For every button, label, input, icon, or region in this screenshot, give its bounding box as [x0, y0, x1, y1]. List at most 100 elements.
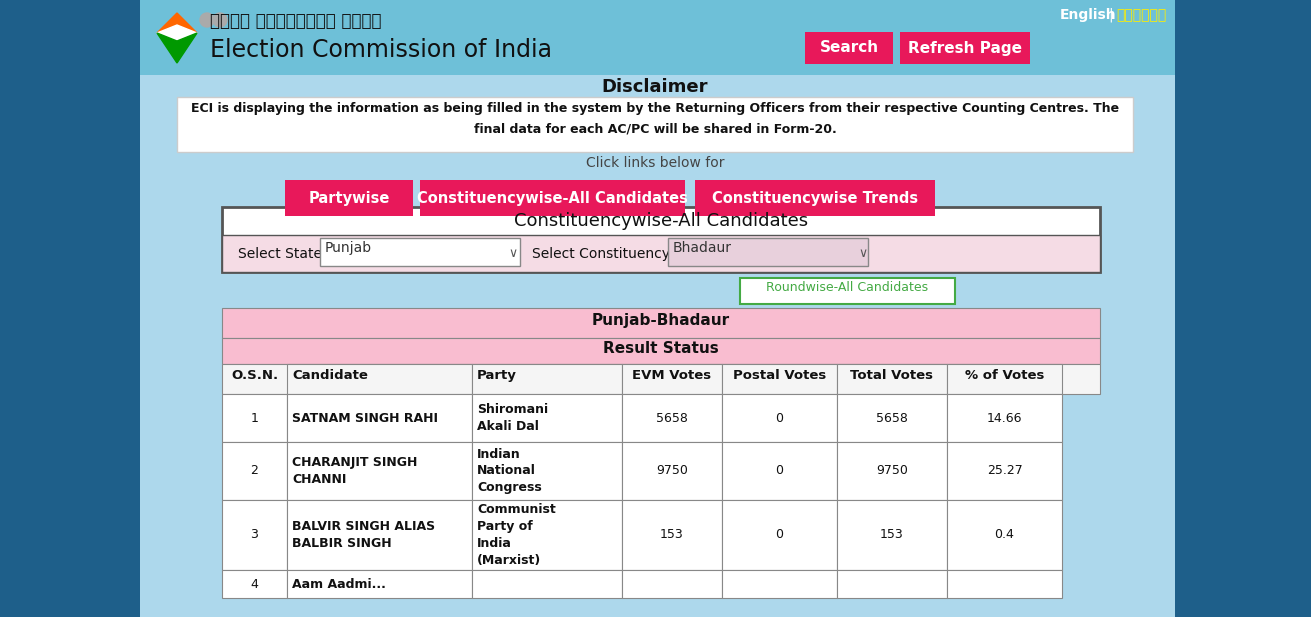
Bar [722, 500, 836, 570]
Bar [0, 0, 140, 617]
Text: ∨: ∨ [857, 247, 867, 260]
Text: Punjab: Punjab [325, 241, 372, 255]
Text: Election Commission of India: Election Commission of India [210, 38, 552, 62]
Bar [621, 364, 722, 394]
Text: EVM Votes: EVM Votes [632, 369, 712, 382]
Bar [140, 222, 1175, 617]
Text: Click links below for: Click links below for [586, 156, 724, 170]
Text: 2: 2 [250, 465, 258, 478]
Text: Party: Party [477, 369, 517, 382]
Bar [722, 442, 836, 500]
Text: ∨: ∨ [507, 247, 517, 260]
Bar [284, 180, 413, 216]
Text: 0: 0 [776, 529, 784, 542]
Bar [472, 500, 621, 570]
Bar [722, 570, 836, 598]
Text: Search: Search [819, 41, 878, 56]
Text: % of Votes: % of Votes [965, 369, 1044, 382]
Bar [222, 442, 287, 500]
Text: O.S.N.: O.S.N. [231, 369, 278, 382]
Bar [177, 97, 1133, 152]
Text: Result Status: Result Status [603, 341, 718, 356]
Bar [222, 394, 287, 442]
Text: Communist
Party of
India
(Marxist): Communist Party of India (Marxist) [477, 503, 556, 567]
Text: 1: 1 [250, 412, 258, 424]
Bar [621, 500, 722, 570]
Bar [140, 0, 1175, 75]
Bar [222, 500, 287, 570]
Text: 3: 3 [250, 529, 258, 542]
Bar [836, 570, 947, 598]
Text: 5658: 5658 [656, 412, 688, 424]
Bar [836, 500, 947, 570]
Text: English: English [1061, 8, 1117, 22]
Polygon shape [157, 33, 197, 63]
Bar [222, 308, 1100, 338]
Text: Shiromani
Akali Dal: Shiromani Akali Dal [477, 403, 548, 433]
Bar [947, 570, 1062, 598]
Text: Bhadaur: Bhadaur [673, 241, 732, 255]
Bar [805, 32, 893, 64]
Bar [140, 75, 1175, 155]
Bar [836, 364, 947, 394]
Text: Partywise: Partywise [308, 191, 389, 205]
Text: Constituencywise-All Candidates: Constituencywise-All Candidates [417, 191, 688, 205]
Bar [287, 500, 472, 570]
Text: Select Constituency: Select Constituency [532, 247, 670, 261]
Bar [621, 394, 722, 442]
Bar [472, 394, 621, 442]
Text: 25.27: 25.27 [987, 465, 1023, 478]
Bar [222, 338, 1100, 364]
Bar [287, 442, 472, 500]
Bar [836, 442, 947, 500]
Bar [222, 570, 287, 598]
Bar [320, 238, 520, 266]
Text: CHARANJIT SINGH
CHANNI: CHARANJIT SINGH CHANNI [292, 456, 417, 486]
Bar [222, 364, 1100, 394]
Text: 9750: 9750 [656, 465, 688, 478]
Bar [669, 238, 868, 266]
Bar [947, 442, 1062, 500]
Bar [621, 570, 722, 598]
Text: Candidate: Candidate [292, 369, 368, 382]
Text: भारत निर्वाचन आयोग: भारत निर्वाचन आयोग [210, 12, 382, 30]
Text: |: | [1108, 8, 1113, 22]
Text: 0: 0 [776, 412, 784, 424]
Text: हिन्दी: हिन्दी [1116, 8, 1167, 22]
Text: Refresh Page: Refresh Page [909, 41, 1023, 56]
Bar [899, 32, 1030, 64]
Text: 5658: 5658 [876, 412, 909, 424]
Bar [140, 177, 1175, 222]
Text: Indian
National
Congress: Indian National Congress [477, 447, 541, 494]
Bar [222, 207, 1100, 272]
Bar [947, 394, 1062, 442]
Text: Postal Votes: Postal Votes [733, 369, 826, 382]
Text: 0: 0 [776, 465, 784, 478]
Text: 0.4: 0.4 [995, 529, 1015, 542]
Text: 9750: 9750 [876, 465, 909, 478]
Bar [472, 570, 621, 598]
Text: 4: 4 [250, 578, 258, 590]
Circle shape [201, 13, 214, 27]
Text: Punjab-Bhadaur: Punjab-Bhadaur [593, 313, 730, 328]
Bar [739, 278, 954, 304]
Text: 153: 153 [661, 529, 684, 542]
Text: 153: 153 [880, 529, 903, 542]
Bar [472, 364, 621, 394]
Bar [836, 394, 947, 442]
Bar [472, 442, 621, 500]
Bar [695, 180, 935, 216]
Bar [287, 394, 472, 442]
Text: Total Votes: Total Votes [851, 369, 933, 382]
Bar [947, 364, 1062, 394]
Text: 14.66: 14.66 [987, 412, 1023, 424]
Text: Roundwise-All Candidates: Roundwise-All Candidates [766, 281, 928, 294]
Bar [140, 155, 1175, 177]
Bar [222, 235, 1100, 272]
Polygon shape [157, 25, 197, 41]
Circle shape [212, 13, 227, 27]
Text: Aam Aadmi...: Aam Aadmi... [292, 578, 385, 590]
Bar [287, 364, 472, 394]
Bar [621, 442, 722, 500]
Text: Disclaimer: Disclaimer [602, 78, 708, 96]
